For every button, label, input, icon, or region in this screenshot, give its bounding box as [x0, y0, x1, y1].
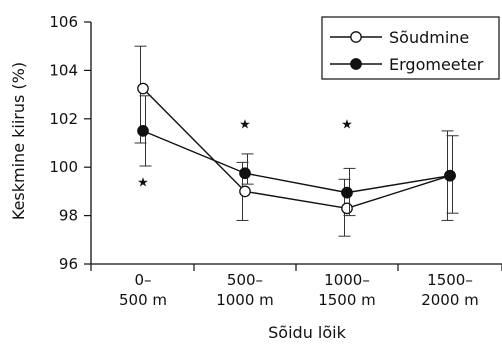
series-line-0 [142, 88, 451, 210]
y-tick-label: 102 [49, 110, 78, 128]
x-tick-label: 1000– [324, 271, 370, 289]
y-axis-title: Keskmine kiirus (%) [9, 62, 28, 220]
significance-star: ★ [239, 118, 251, 133]
y-tick-label: 100 [49, 158, 78, 176]
legend-label: Sõudmine [389, 28, 469, 47]
x-tick-label: 500 m [119, 291, 167, 309]
x-tick-label: 2000 m [421, 291, 479, 309]
data-point-filled [444, 169, 456, 182]
data-point-filled [239, 167, 251, 180]
legend-label: Ergomeeter [389, 55, 484, 74]
legend-box [321, 16, 500, 80]
y-tick-label: 96 [59, 255, 78, 273]
y-tick-label: 106 [49, 13, 78, 31]
data-point-open [137, 82, 149, 95]
series-line-1 [142, 130, 451, 194]
x-tick-label: 1500– [427, 271, 473, 289]
legend-marker-open [350, 31, 362, 43]
x-axis-title: Sõidu lõik [268, 323, 346, 342]
x-tick-label: 1500 m [318, 291, 376, 309]
data-point-open [341, 202, 353, 215]
significance-star: ★ [137, 176, 149, 191]
y-tick-label: 104 [49, 61, 78, 79]
plot-area: 96 98 100 102 104 106 0– 500 m 500– 1000 m 1000– 15… [49, 13, 502, 309]
significance-star: ★ [341, 118, 353, 133]
data-point-filled [341, 186, 353, 199]
data-point-open [239, 185, 251, 198]
data-point-filled [137, 125, 149, 137]
x-tick-label: 0– [134, 271, 151, 289]
legend-marker-filled [350, 58, 362, 70]
x-tick-label: 1000 m [216, 291, 274, 309]
y-tick-label: 98 [59, 207, 78, 225]
x-tick-label: 500– [227, 271, 263, 289]
